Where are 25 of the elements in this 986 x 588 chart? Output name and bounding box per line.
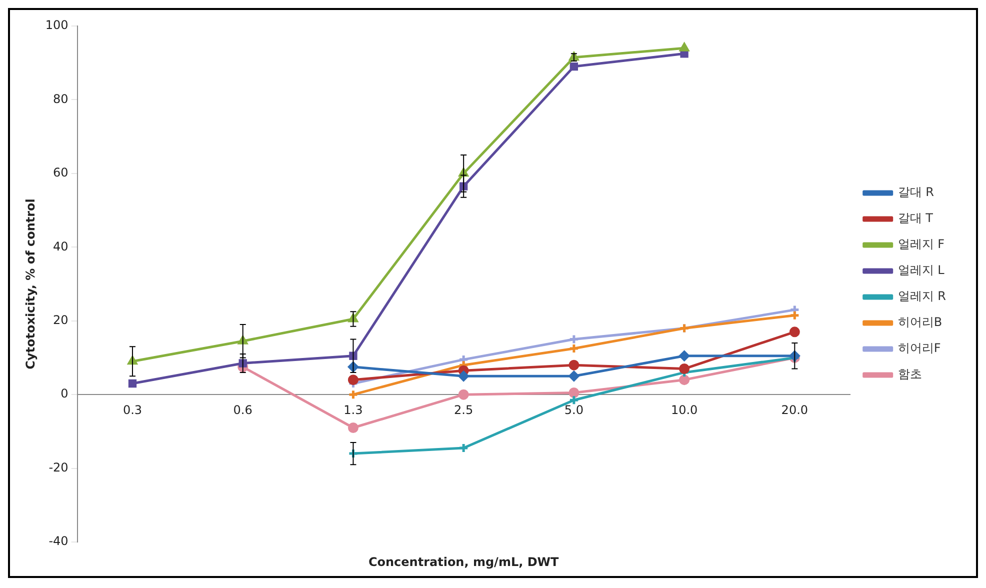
x-tick-label: 20.0: [781, 402, 808, 417]
x-tick-label: 1.3: [344, 402, 363, 417]
legend-label: 갈대 T: [898, 211, 934, 226]
legend-label: 얼레지 F: [898, 237, 945, 252]
legend-label: 히어리B: [898, 315, 942, 330]
y-tick-label: -20: [48, 460, 68, 474]
y-tick-label: 40: [53, 239, 68, 254]
y-tick-label: 0: [60, 386, 68, 401]
y-tick-label: 20: [53, 312, 68, 327]
x-axis-title: Concentration, mg/mL, DWT: [368, 555, 560, 569]
x-tick-label: 10.0: [670, 402, 698, 417]
legend-label: 함초: [898, 367, 922, 382]
x-tick-label: 5.0: [564, 402, 584, 417]
y-tick-label: -40: [48, 534, 68, 548]
x-tick-label: 0.3: [122, 402, 142, 417]
y-tick-label: 100: [45, 18, 68, 32]
x-tick-label: 2.5: [454, 402, 474, 417]
y-axis-title: Cytotoxicity, % of control: [23, 198, 38, 370]
y-tick-label: 80: [53, 92, 68, 106]
legend-label: 히어리F: [898, 341, 941, 356]
y-tick-label: 60: [53, 166, 68, 180]
legend-label: 갈대 R: [898, 185, 934, 200]
x-tick-label: 0.6: [233, 402, 252, 417]
legend-label: 얼레지 R: [898, 289, 946, 304]
legend-label: 얼레지 L: [898, 263, 945, 278]
